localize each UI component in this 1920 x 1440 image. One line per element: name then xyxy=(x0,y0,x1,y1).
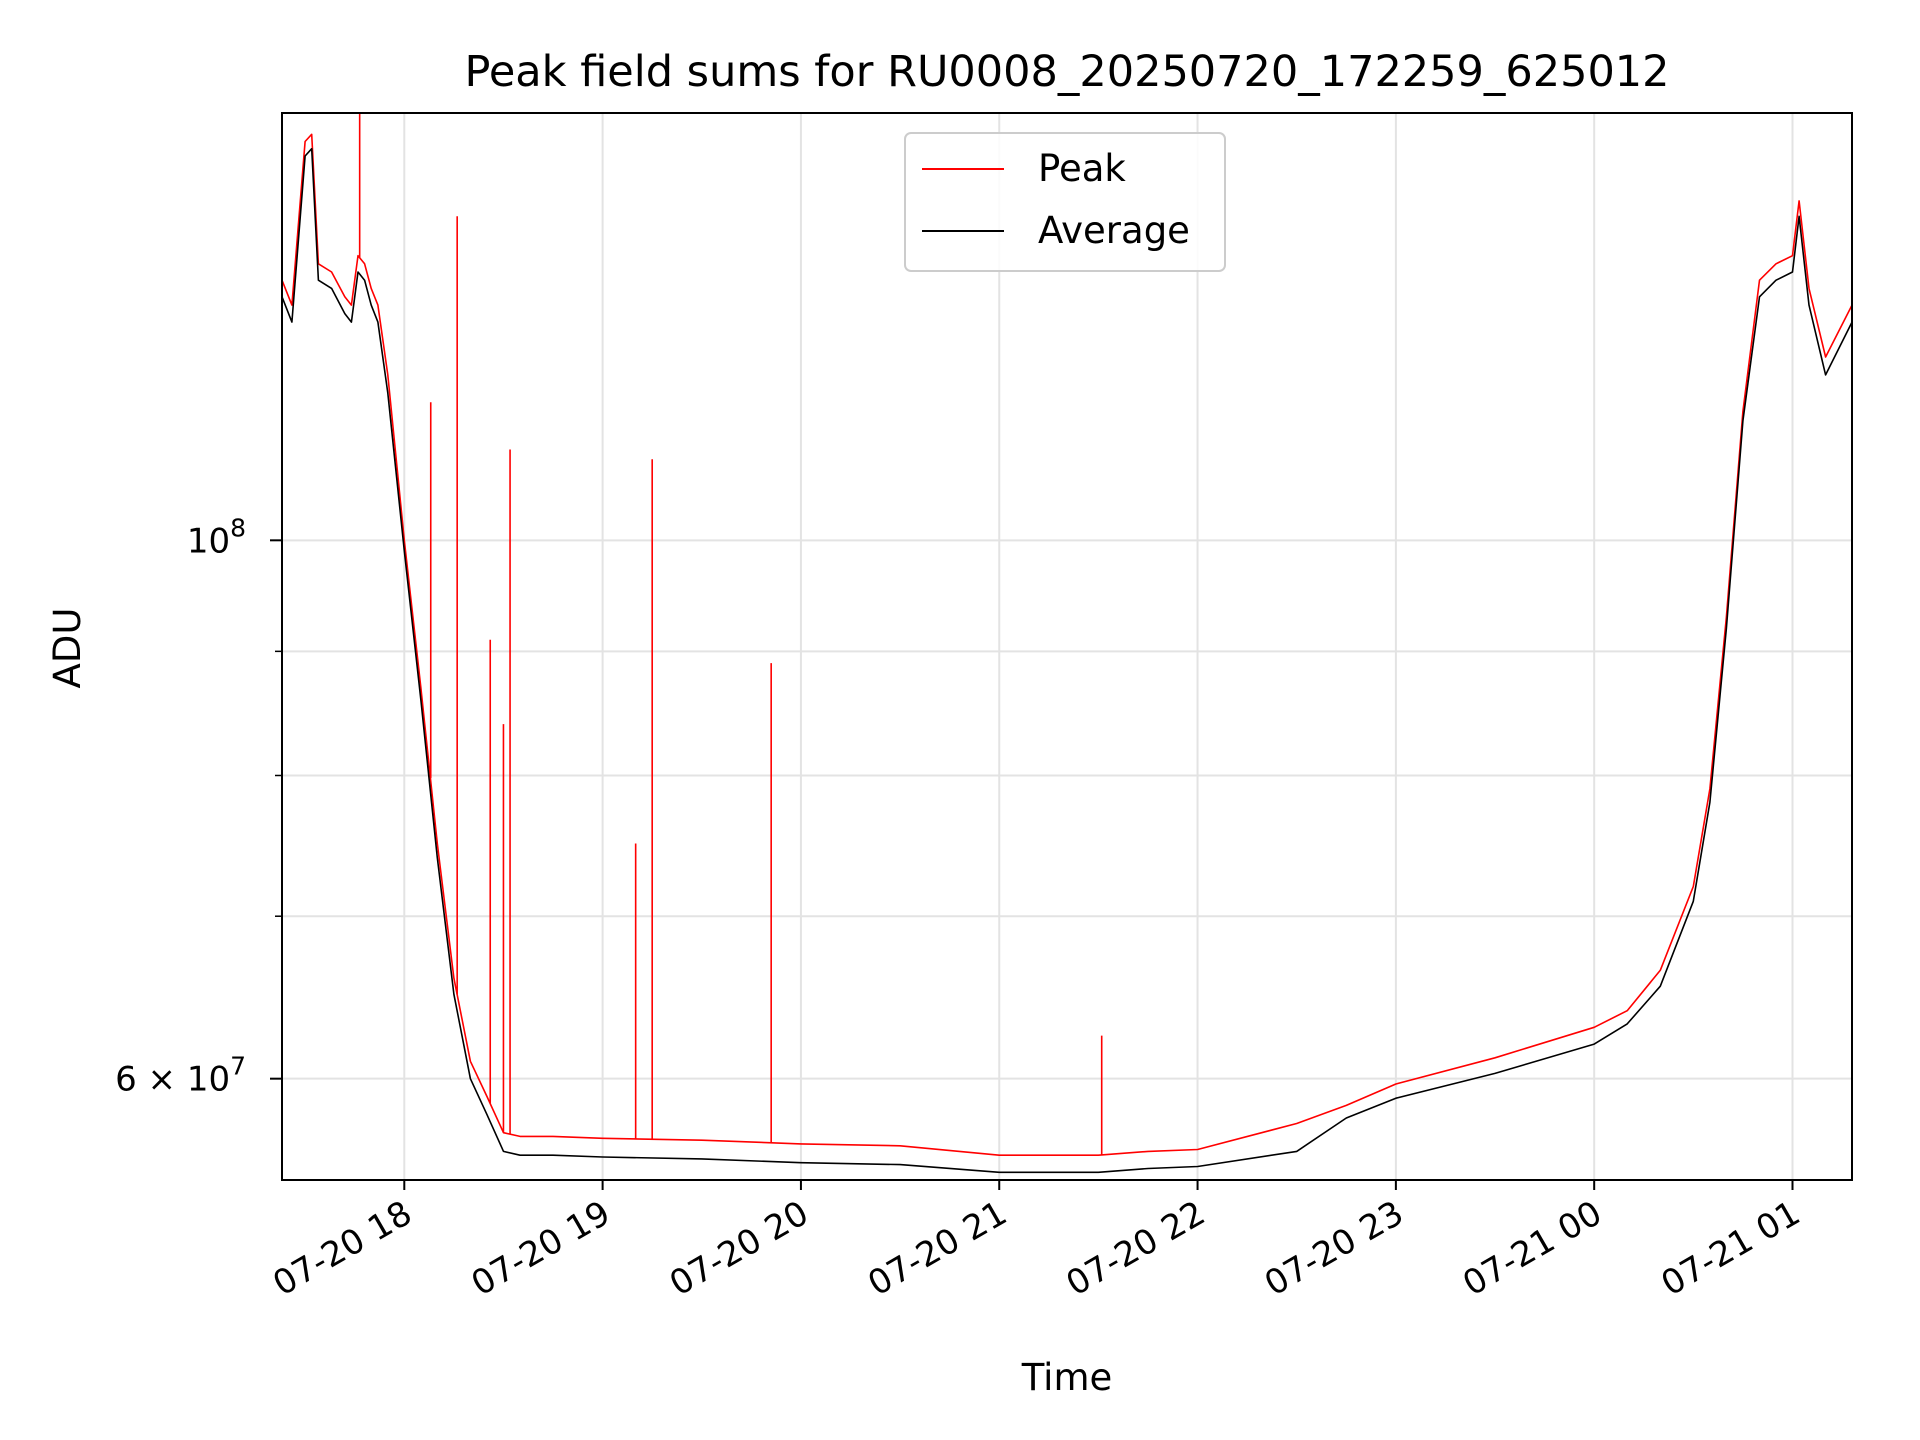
chart-title: Peak field sums for RU0008_20250720_1722… xyxy=(464,47,1669,97)
x-tick-label: 07-20 20 xyxy=(663,1193,815,1304)
series-line-average xyxy=(281,147,1853,1174)
plot-frame xyxy=(281,112,1853,1181)
legend-label-peak: Peak xyxy=(1038,147,1126,190)
y-axis: 108 6 × 107 xyxy=(115,513,282,1100)
plot-area xyxy=(281,112,1853,1181)
x-tick-label: 07-20 23 xyxy=(1258,1193,1410,1304)
grid xyxy=(282,113,1852,1180)
series-line-peak xyxy=(281,133,1853,1156)
y-axis-label: ADU xyxy=(46,608,89,689)
series-layer xyxy=(281,113,1853,1174)
legend: Peak Average xyxy=(904,132,1226,272)
x-tick-label: 07-20 19 xyxy=(465,1193,617,1304)
x-tick-label: 07-21 01 xyxy=(1655,1193,1807,1304)
x-tick-label: 07-21 00 xyxy=(1456,1193,1608,1304)
y-tick-label: 6 × 107 xyxy=(115,1052,246,1100)
x-axis: 07-20 18 07-20 19 07-20 20 07-20 21 07-20 22… xyxy=(266,1180,1807,1304)
x-axis-label: Time xyxy=(1021,1356,1113,1399)
y-tick-label: 108 xyxy=(187,513,246,561)
legend-box xyxy=(904,132,1226,272)
x-tick-label: 07-20 21 xyxy=(861,1193,1013,1304)
x-tick-label: 07-20 18 xyxy=(266,1193,418,1304)
x-tick-label: 07-20 22 xyxy=(1060,1193,1212,1304)
legend-label-average: Average xyxy=(1038,209,1190,252)
